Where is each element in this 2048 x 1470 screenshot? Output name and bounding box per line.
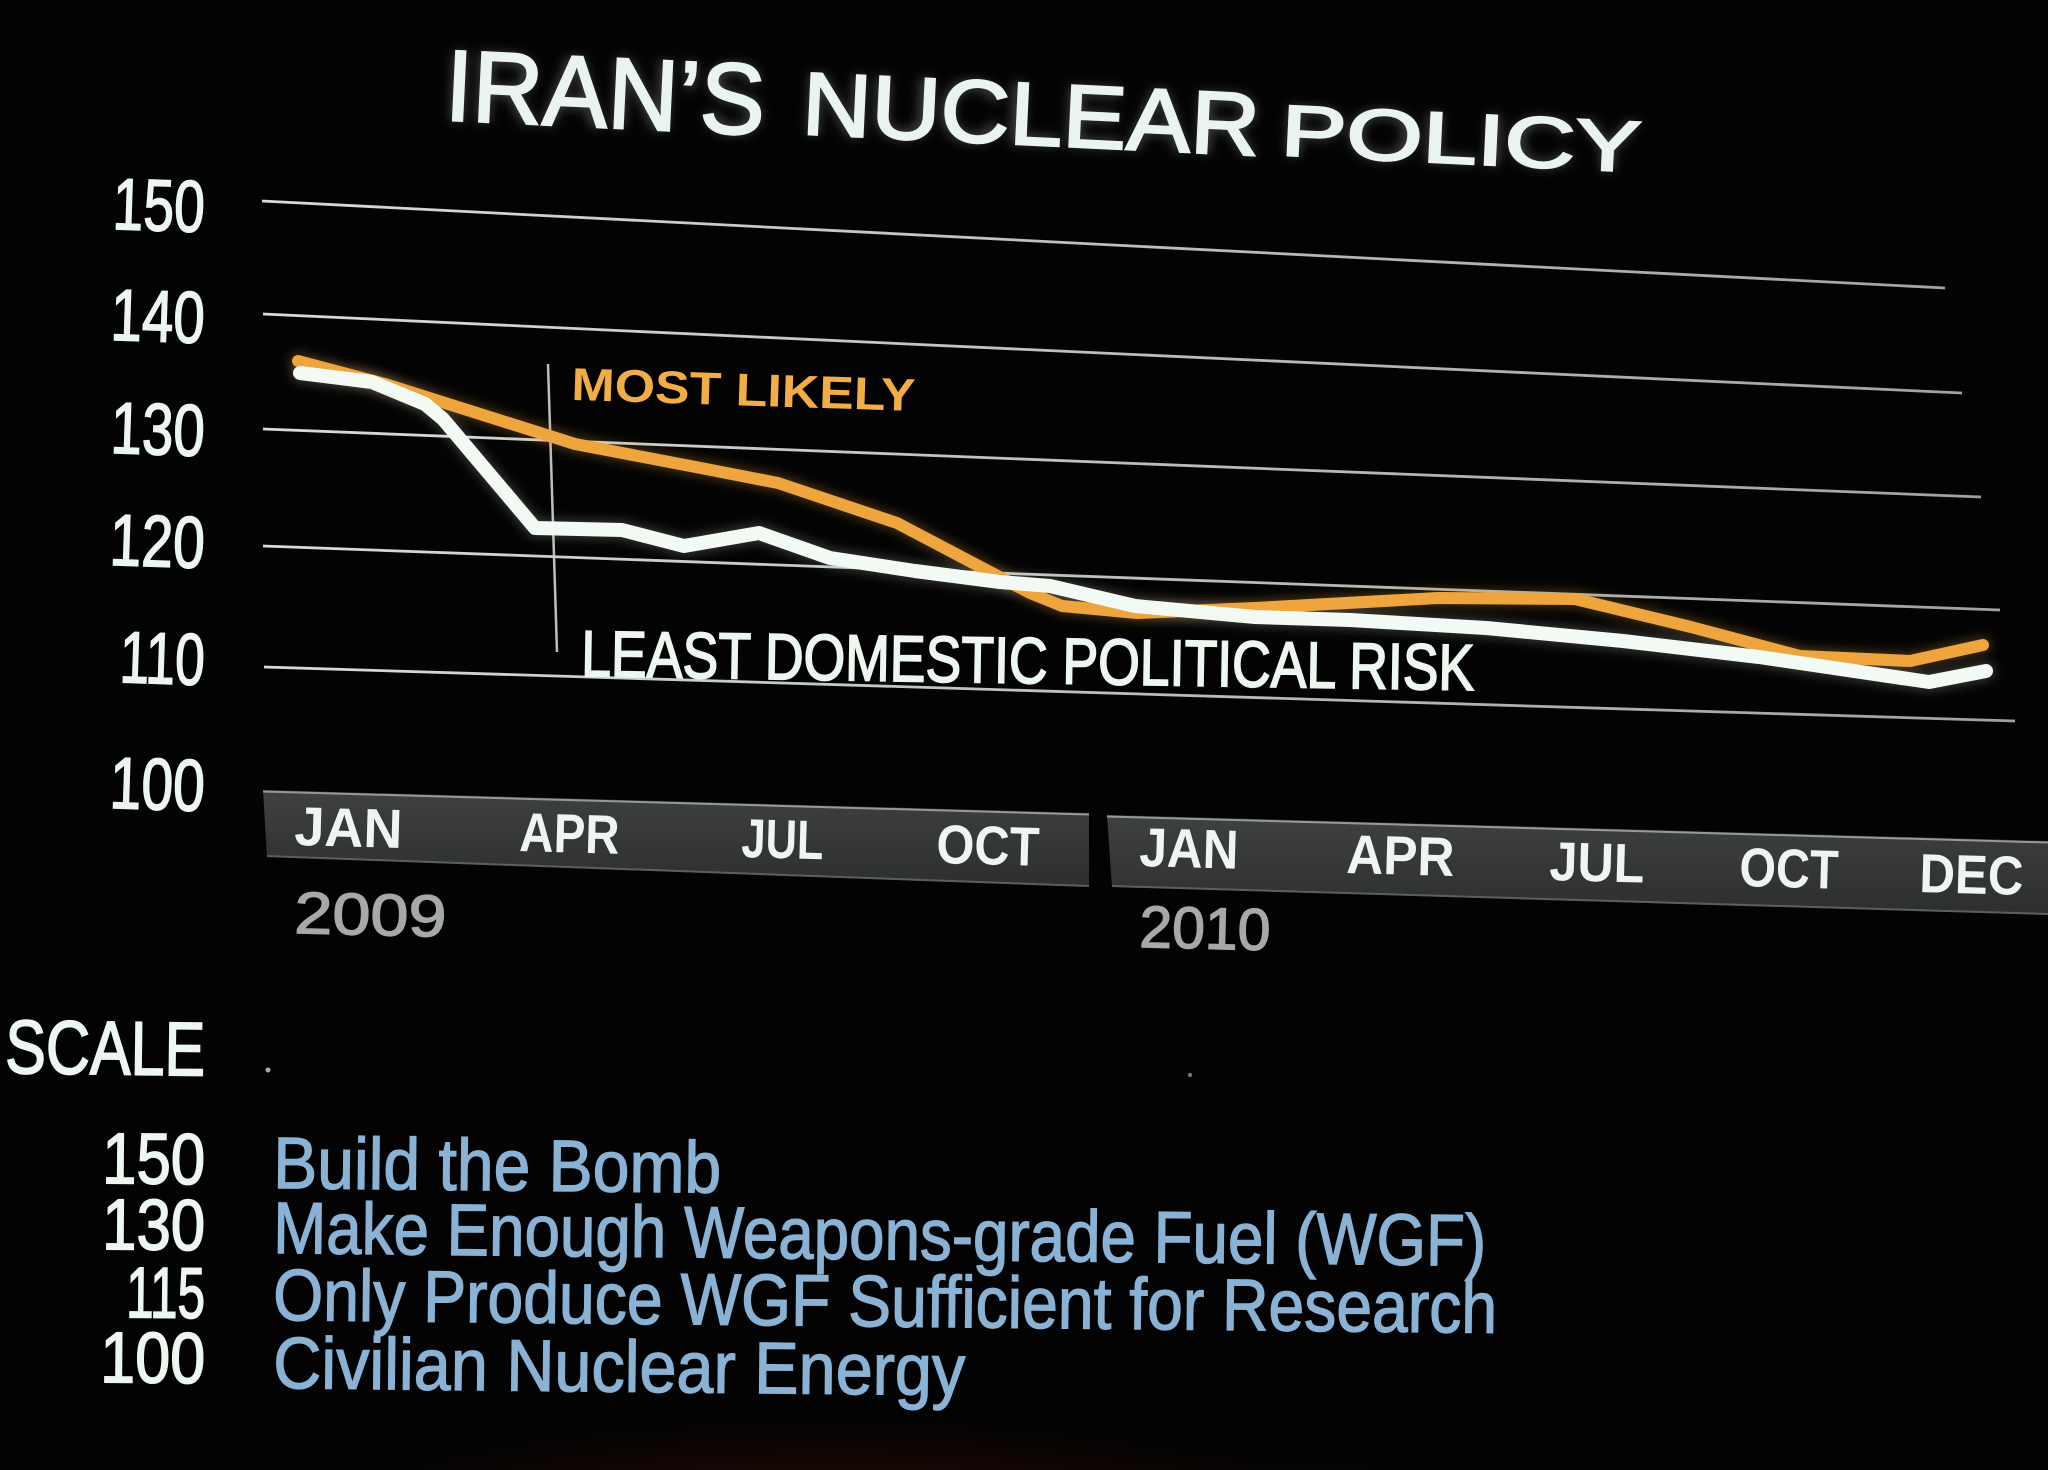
svg-text:115: 115 bbox=[126, 1253, 206, 1334]
svg-text:SCALE: SCALE bbox=[5, 1005, 206, 1092]
svg-text:Make Enough Weapons-grade Fuel: Make Enough Weapons-grade Fuel (WGF) bbox=[273, 1188, 1487, 1282]
svg-text:140: 140 bbox=[110, 275, 207, 359]
svg-text:120: 120 bbox=[109, 500, 207, 584]
svg-text:DEC: DEC bbox=[1919, 842, 2025, 907]
svg-text:LEAST DOMESTIC POLITICAL RISK: LEAST DOMESTIC POLITICAL RISK bbox=[581, 617, 1475, 704]
svg-text:150: 150 bbox=[102, 1119, 206, 1200]
svg-text:IRAN’S: IRAN’S bbox=[443, 30, 768, 157]
svg-text:Civilian Nuclear Energy: Civilian Nuclear Energy bbox=[273, 1323, 966, 1411]
svg-text:OCT: OCT bbox=[936, 813, 1041, 878]
svg-text:130: 130 bbox=[102, 1185, 206, 1266]
svg-text:110: 110 bbox=[119, 617, 207, 701]
svg-text:130: 130 bbox=[110, 388, 207, 472]
svg-text:NUCLEAR: NUCLEAR bbox=[800, 53, 1262, 174]
svg-text:2009: 2009 bbox=[294, 880, 448, 950]
svg-text:OCT: OCT bbox=[1739, 836, 1840, 901]
svg-text:JUL: JUL bbox=[741, 807, 825, 871]
svg-text:JAN: JAN bbox=[1139, 816, 1240, 881]
svg-text:JUL: JUL bbox=[1549, 830, 1646, 895]
svg-text:POLICY: POLICY bbox=[1279, 91, 1642, 188]
svg-text:Only Produce WGF Sufficient fo: Only Produce WGF Sufficient for Research bbox=[273, 1255, 1498, 1349]
svg-text:100: 100 bbox=[109, 743, 207, 827]
svg-text:100: 100 bbox=[100, 1318, 206, 1399]
svg-text:MOST LIKELY: MOST LIKELY bbox=[571, 358, 917, 421]
svg-text:APR: APR bbox=[1346, 823, 1456, 888]
svg-text:NUCLEAR: NUCLEAR bbox=[800, 53, 1262, 174]
svg-text:APR: APR bbox=[519, 801, 621, 866]
svg-text:POLICY: POLICY bbox=[1279, 91, 1642, 188]
svg-text:IRAN’S: IRAN’S bbox=[443, 30, 768, 157]
svg-text:Build the Bomb: Build the Bomb bbox=[273, 1123, 722, 1209]
svg-text:2010: 2010 bbox=[1139, 894, 1272, 963]
svg-text:150: 150 bbox=[112, 164, 207, 248]
svg-text:JAN: JAN bbox=[294, 795, 404, 860]
